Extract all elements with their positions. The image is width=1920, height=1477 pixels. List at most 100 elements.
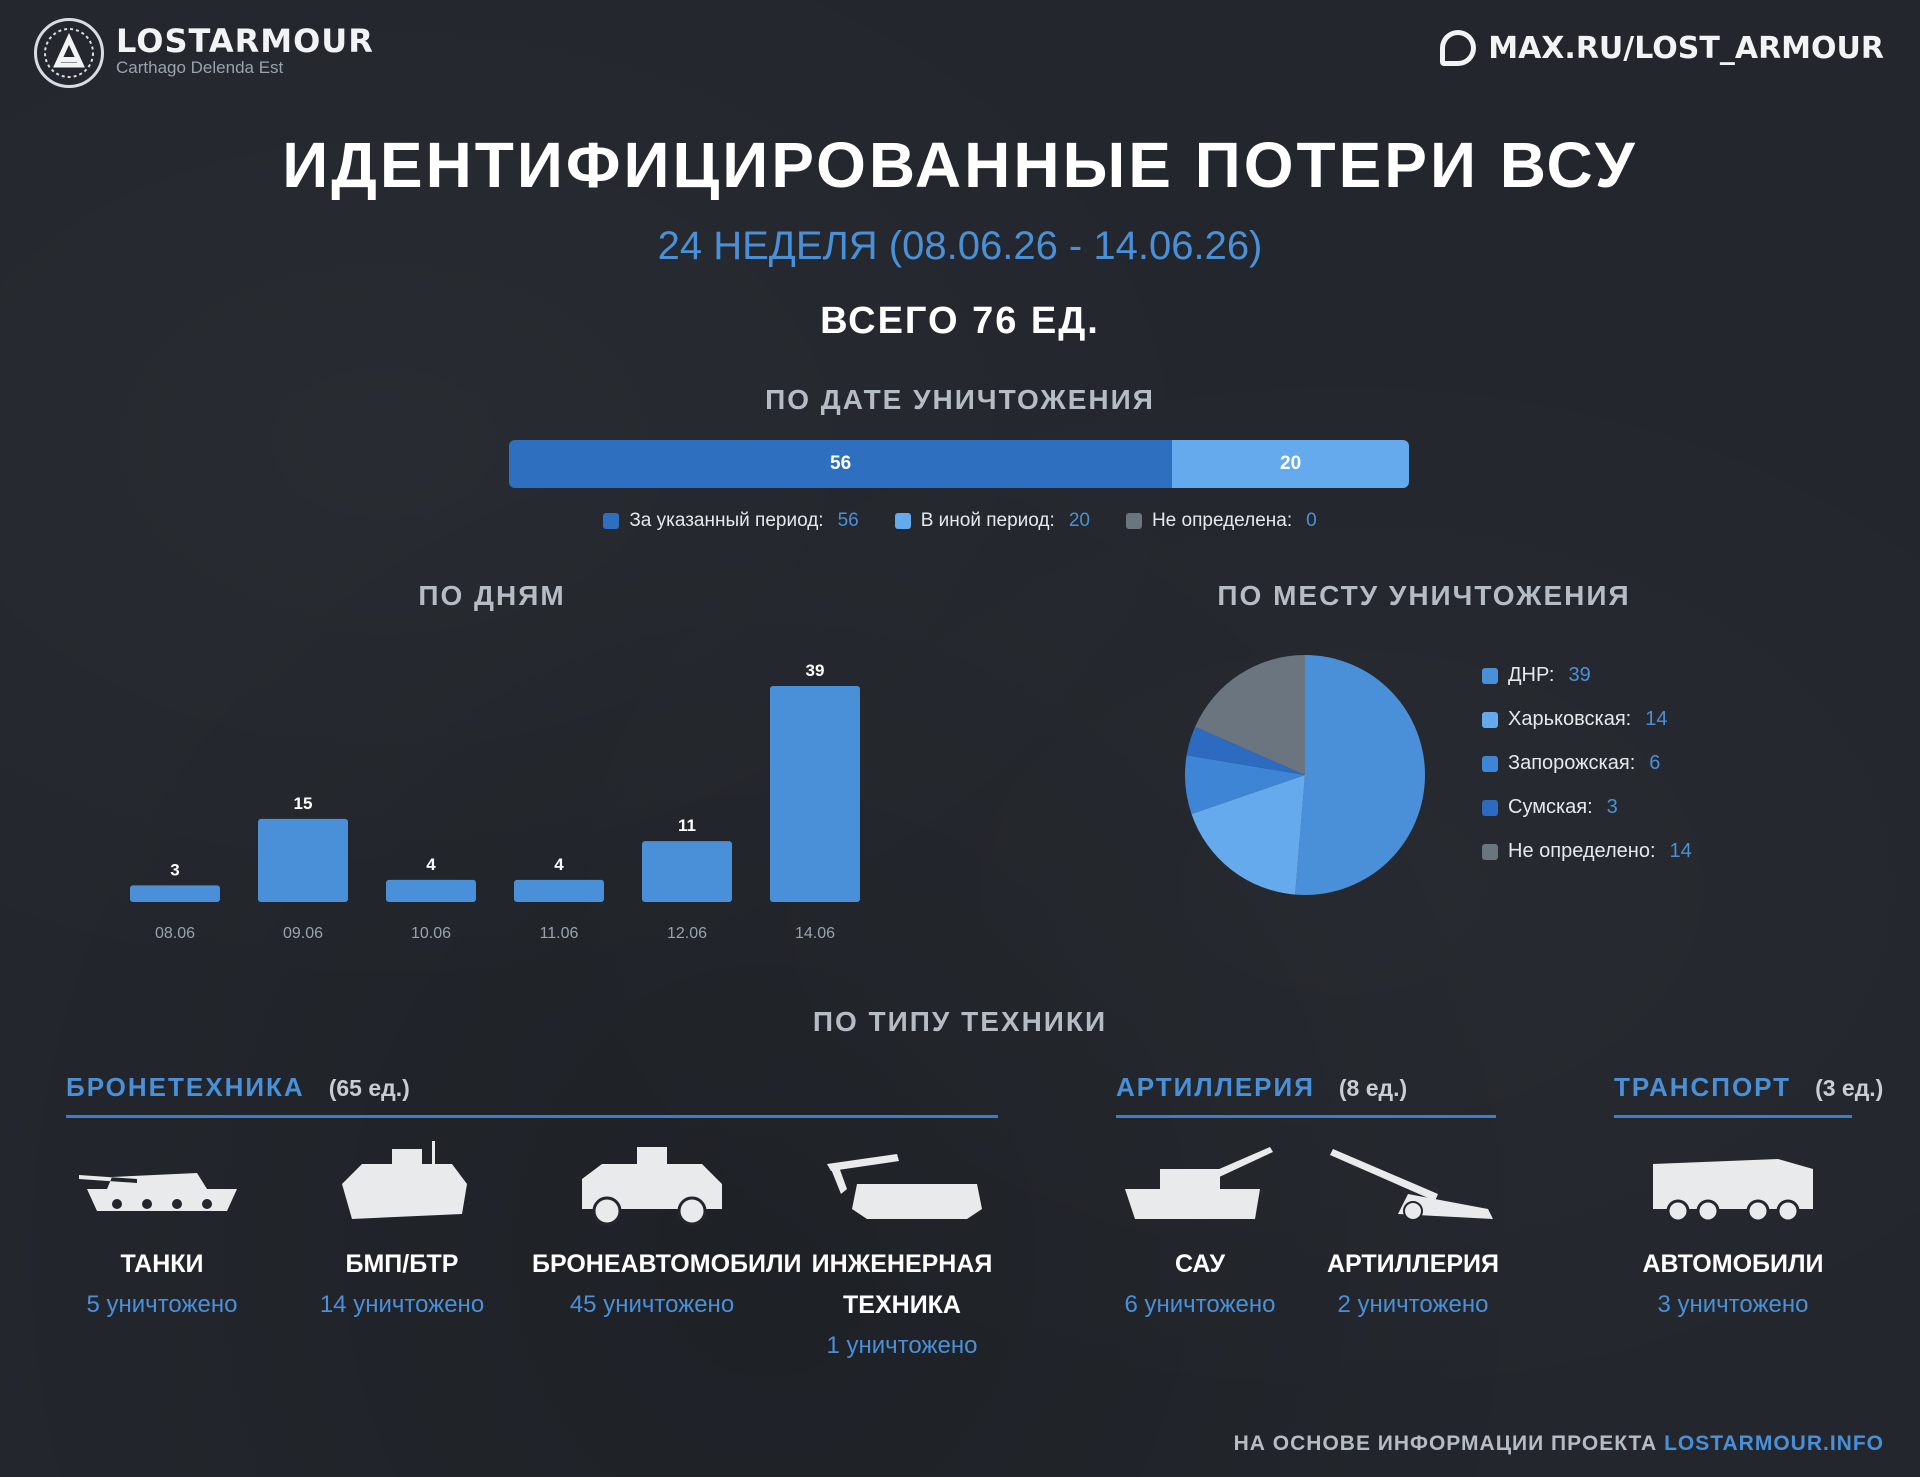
legend-swatch [1125,513,1142,529]
item-tanks: ТАНКИ 5 уничтожено [42,1134,282,1325]
legend-value: 39 [1568,664,1591,686]
item-count: 6 уничтожено [1124,1291,1276,1318]
day-tick-label: 09.06 [283,925,323,942]
item-name: БРОНЕАВТОМОБИЛИ [532,1250,802,1278]
brand-motto: Carthago Delenda Est [116,58,284,77]
pie-slice [1185,755,1305,814]
logo-icon [44,28,94,78]
legend-value: 0 [1306,510,1317,531]
channel-link[interactable]: MAX.RU/LOST_ARMOUR [1440,30,1884,66]
item-spg: САУ 6 уничтожено [1080,1134,1320,1325]
category-name: БРОНЕТЕХНИКА [66,1072,305,1102]
legend-value: 14 [1645,708,1668,730]
day-bar-value: 4 [426,855,436,874]
footer-link[interactable]: LOSTARMOUR.INFO [1664,1432,1884,1455]
bar-chart-by-day: 3 08.06 15 09.06 4 10.06 4 11.06 11 12.06 39 14.06 [130,661,860,942]
item-engineering: ИНЖЕНЕРНАЯ ТЕХНИКА 1 уничтожено [782,1134,1022,1366]
day-bar [386,879,476,902]
day-tick-label: 14.06 [795,925,835,942]
day-bar-value: 39 [806,661,825,680]
truck-icon [1613,1134,1853,1234]
day-tick-label: 10.06 [411,925,451,942]
day-bar [258,818,348,902]
legend-value: 56 [837,510,859,531]
channel-label: MAX.RU/LOST_ARMOUR [1488,30,1884,66]
pie-legend-item: Харьковская: 14 [1482,708,1802,731]
item-artillery: АРТИЛЛЕРИЯ 2 уничтожено [1293,1134,1533,1325]
legend-swatch [1482,755,1498,772]
footer-text: НА ОСНОВЕ ИНФОРМАЦИИ ПРОЕКТА [1233,1432,1665,1455]
brand-name: LOSTARMOUR [116,22,374,60]
item-name: ТАНКИ [120,1250,204,1278]
stacked-bar-legend: За указанный период: 56 В иной период: 20 Не… [0,510,1920,532]
legend-swatch [1482,667,1498,684]
item-count: 3 уничтожено [1657,1291,1809,1318]
legend-label: Не определено: [1508,840,1656,862]
category-count: (65 ед.) [328,1075,410,1101]
week-subtitle: 24 НЕДЕЛЯ (08.06.26 - 14.06.26) [657,224,1263,268]
day-bar [770,686,860,902]
day-bar-value: 4 [554,855,564,874]
legend-label: Запорожская: [1508,752,1636,774]
pie-legend-item: Запорожская: 6 [1482,752,1802,775]
category-header-armor: БРОНЕТЕХНИКА (65 ед.) [66,1072,410,1103]
legend-label: Харьковская: [1508,708,1632,730]
day-tick-label: 12.06 [667,925,707,942]
category-header-artillery: АРТИЛЛЕРИЯ (8 ед.) [1116,1072,1407,1103]
pie-slice [1295,655,1425,895]
legend-value: 6 [1649,752,1661,774]
day-bar-value: 11 [678,816,696,835]
stacked-bar-by-date: 56 20 [509,440,1409,488]
tank-icon [42,1134,282,1234]
legend-swatch [894,513,911,529]
pie-legend: ДНР: 39 Харьковская: 14 Запорожская: 6 Сумская… [1482,664,1802,863]
pie-slice [1191,775,1305,895]
legend-swatch [1482,711,1498,728]
pie-slice [1186,726,1305,775]
logo-emblem [34,18,104,88]
legend-label: Сумская: [1508,796,1593,818]
day-bar [642,841,732,902]
page-title: ИДЕНТИФИЦИРОВАННЫЕ ПОТЕРИ ВСУ [282,129,1638,201]
day-bar [130,885,220,902]
day-bar-value: 3 [170,860,179,879]
legend-item: В иной период: 20 [894,510,1090,532]
section-title-by-day: ПО ДНЯМ [418,580,566,611]
item-count: 1 уничтожено [826,1332,978,1359]
day-bar [514,879,604,902]
item-count: 2 уничтожено [1337,1291,1489,1318]
legend-value: 14 [1669,840,1692,862]
stacked-bar-segment: 56 [509,440,1173,488]
item-armored-cars: БРОНЕАВТОМОБИЛИ 45 уничтожено [532,1134,802,1325]
item-ifv: БМП/БТР 14 уничтожено [282,1134,522,1325]
legend-label: ДНР: [1508,664,1555,686]
legend-swatch [1482,843,1498,860]
legend-item: Не определена: 0 [1125,510,1317,532]
pie-legend-item: ДНР: 39 [1482,664,1802,687]
legend-item: За указанный период: 56 [603,510,859,532]
max-messenger-icon [1440,30,1477,66]
day-bar-value: 15 [294,794,313,813]
item-name: БМП/БТР [345,1250,459,1278]
category-name: ТРАНСПОРТ [1614,1072,1792,1102]
footer-attribution: НА ОСНОВЕ ИНФОРМАЦИИ ПРОЕКТА LOSTARMOUR.… [1234,1432,1884,1456]
legend-swatch [603,513,620,529]
item-vehicles: АВТОМОБИЛИ 3 уничтожено [1613,1134,1853,1325]
item-name-line2: ТЕХНИКА [843,1291,961,1319]
engineering-vehicle-icon [782,1134,1022,1234]
pie-chart-by-place [1185,655,1425,895]
category-header-transport: ТРАНСПОРТ (3 ед.) [1614,1072,1883,1103]
pie-slice [1195,655,1305,775]
category-count: (8 ед.) [1338,1075,1408,1101]
ifv-icon [282,1134,522,1234]
item-count: 14 уничтожено [319,1291,485,1318]
armored-car-icon [532,1134,772,1234]
total-count: ВСЕГО 76 ЕД. [820,300,1100,342]
section-title-by-date: ПО ДАТЕ УНИЧТОЖЕНИЯ [765,384,1155,415]
section-title-by-type: ПО ТИПУ ТЕХНИКИ [812,1006,1108,1037]
category-divider [1116,1115,1496,1118]
legend-value: 3 [1606,796,1618,818]
item-name-line1: ИНЖЕНЕРНАЯ [811,1250,993,1278]
item-name: АВТОМОБИЛИ [1642,1250,1824,1278]
